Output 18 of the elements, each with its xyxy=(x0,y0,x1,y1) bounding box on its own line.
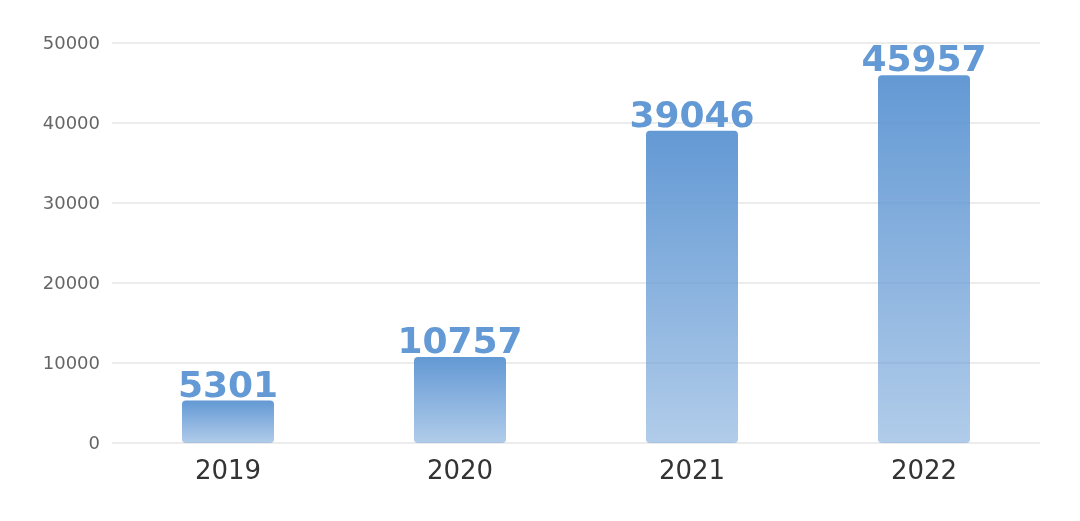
x-tick-label: 2022 xyxy=(890,455,958,486)
y-tick-label: 10000 xyxy=(42,352,100,374)
y-tick-label: 50000 xyxy=(42,32,100,54)
bar xyxy=(646,130,738,443)
bar xyxy=(182,400,274,443)
data-label: 5301 xyxy=(177,363,279,405)
x-tick-label: 2021 xyxy=(658,455,726,486)
data-label: 39046 xyxy=(629,93,755,135)
data-label: 10757 xyxy=(397,319,523,361)
y-tick-label: 30000 xyxy=(42,192,100,214)
x-tick-label: 2019 xyxy=(194,455,262,486)
x-tick-label: 2020 xyxy=(426,455,494,486)
data-label: 45957 xyxy=(861,38,987,80)
y-tick-label: 20000 xyxy=(42,272,100,294)
bar xyxy=(414,356,506,443)
y-tick-label: 40000 xyxy=(42,112,100,134)
bar xyxy=(878,75,970,443)
y-tick-label: 0 xyxy=(88,432,100,454)
